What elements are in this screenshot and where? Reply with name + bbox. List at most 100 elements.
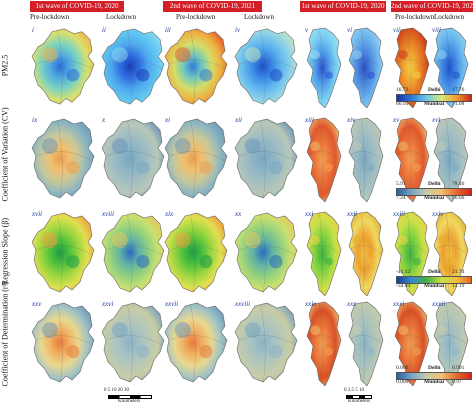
scale-ticks-mumbai: 0 2.5 5 10: [344, 388, 364, 393]
map-panel-xxv: xxv: [30, 300, 96, 386]
colorbar: [396, 94, 472, 102]
colorbar: [396, 188, 472, 196]
col-label-delhi-w1-pre: Pre-lockdown: [30, 13, 70, 21]
map-panel-v: v: [303, 26, 343, 108]
panel-numeral: x: [102, 116, 106, 124]
map-panel-xxx: xxx: [345, 300, 385, 386]
map-panel-xix: xix: [163, 210, 229, 296]
scale-unit-mumbai: Kilometers: [348, 399, 371, 404]
colorbar: [396, 276, 472, 284]
colorbar-delhi-max: 78.46: [452, 181, 465, 187]
map-panel-xxii: xxii: [345, 210, 385, 296]
map-panel-xx: xx: [233, 210, 299, 296]
colorbar-mumbai-min: -34.83: [396, 283, 411, 289]
banner-delhi-wave1: 1st wave of COVID-19, 2020: [30, 1, 124, 12]
map-panel-iii: iii: [163, 26, 229, 108]
panel-numeral: iii: [165, 26, 171, 34]
panel-numeral: vii: [393, 26, 400, 34]
colorbar-mumbai-max: 71.08: [452, 101, 465, 107]
colorbar-mumbai-label: Mumbai: [424, 283, 445, 289]
colorbar-mumbai-max: 12.19: [452, 283, 465, 289]
colorbar-mumbai-min: 0.000: [396, 379, 409, 385]
panel-numeral: xix: [165, 210, 174, 218]
map-panel-xxix: xxix: [303, 300, 343, 386]
col-label-delhi-w1-lock: Lockdown: [106, 13, 136, 21]
panel-numeral: xxi: [305, 210, 314, 218]
map-panel-xxiii: xxiii: [391, 210, 431, 296]
map-panel-xii: xii: [233, 116, 299, 202]
panel-numeral: iv: [235, 26, 241, 34]
row-label-cv: Coefficient of Variation (CV): [0, 107, 10, 202]
panel-numeral: xxvi: [102, 300, 114, 308]
map-panel-vi: vi: [345, 26, 385, 108]
panel-numeral: xxxi: [393, 300, 405, 308]
map-panel-xiii: xiii: [303, 116, 343, 202]
panel-numeral: xxv: [32, 300, 42, 308]
panel-numeral: ix: [32, 116, 38, 124]
map-panel-xxvi: xxvi: [100, 300, 166, 386]
panel-numeral: vi: [347, 26, 353, 34]
colorbar-mumbai-label: Mumbai: [424, 101, 445, 107]
colorbar-mumbai-label: Mumbai: [424, 195, 445, 201]
panel-numeral: xxiv: [432, 210, 444, 218]
colorbar-delhi-label: Delhi: [428, 269, 441, 275]
map-panel-ix: ix: [30, 116, 96, 202]
banner-delhi-wave2: 2nd wave of COVID-19, 2021: [163, 1, 262, 12]
colorbar-mumbai-label: Mumbai: [424, 379, 445, 385]
colorbar-delhi-label: Delhi: [428, 365, 441, 371]
map-panel-iv: iv: [233, 26, 299, 108]
colorbar-delhi-label: Delhi: [428, 181, 441, 187]
colorbar-delhi-max: 21.74: [452, 269, 465, 275]
panel-numeral: ii: [102, 26, 106, 34]
panel-numeral: xxx: [347, 300, 357, 308]
map-panel-xxxi: xxxi: [391, 300, 431, 386]
col-label-delhi-w2-lock: Lockdown: [244, 13, 274, 21]
map-panel-xxviii: xxviii: [233, 300, 299, 386]
row-label-pm25: PM2.5: [0, 54, 10, 77]
map-panel-xxvii: xxvii: [163, 300, 229, 386]
map-panel-i: i: [30, 26, 96, 108]
col-label-delhi-w2-pre: Pre-lockdown: [176, 13, 216, 21]
panel-numeral: xiii: [305, 116, 314, 124]
colorbar-mumbai-min: 66.95: [396, 101, 409, 107]
scalebar-mumbai: [346, 395, 372, 399]
panel-numeral: xi: [165, 116, 171, 124]
row-label-r2: Coefficient of Determination (r²): [0, 281, 10, 387]
panel-numeral: xx: [235, 210, 242, 218]
panel-numeral: xiv: [347, 116, 356, 124]
panel-numeral: xxii: [347, 210, 358, 218]
colorbar: [396, 372, 472, 380]
colorbar-delhi-min: 0.000: [396, 365, 409, 371]
colorbar-delhi-min: 16.73: [396, 87, 409, 93]
colorbar-mumbai-max: 56.66: [452, 195, 465, 201]
colorbar-mumbai-max: 0.97: [452, 379, 462, 385]
panel-numeral: xxix: [305, 300, 317, 308]
colorbar-delhi-min: 5.91: [396, 181, 406, 187]
map-panel-xi: xi: [163, 116, 229, 202]
map-panel-xvii: xvii: [30, 210, 96, 296]
panel-numeral: viii: [432, 26, 441, 34]
panel-numeral: xxxii: [432, 300, 446, 308]
panel-numeral: xvi: [432, 116, 441, 124]
panel-numeral: xxiii: [393, 210, 406, 218]
colorbar-delhi-max: 0.991: [452, 365, 465, 371]
map-panel-xxxii: xxxii: [430, 300, 470, 386]
panel-numeral: xv: [393, 116, 400, 124]
col-label-mumbai-w2-pre: Pre-lockdown: [395, 13, 435, 21]
map-panel-xxiv: xxiv: [430, 210, 470, 296]
scale-unit-delhi: Kilometers: [118, 399, 141, 404]
colorbar-delhi-label: Delhi: [428, 87, 441, 93]
map-panel-viii: viii: [430, 26, 470, 108]
panel-numeral: xviii: [102, 210, 115, 218]
scale-ticks-delhi: 0 5 10 20 30: [104, 388, 129, 393]
colorbar-delhi-max: 17.76: [452, 87, 465, 93]
panel-numeral: xxviii: [235, 300, 251, 308]
panel-numeral: xxvii: [165, 300, 179, 308]
panel-numeral: i: [32, 26, 34, 34]
map-panel-xiv: xiv: [345, 116, 385, 202]
banner-mumbai-wave1: 1st wave of COVID-19, 2020: [300, 1, 386, 12]
scalebar-delhi: [108, 395, 152, 399]
map-panel-xv: xv: [391, 116, 431, 202]
panel-numeral: xii: [235, 116, 242, 124]
map-panel-xxi: xxi: [303, 210, 343, 296]
